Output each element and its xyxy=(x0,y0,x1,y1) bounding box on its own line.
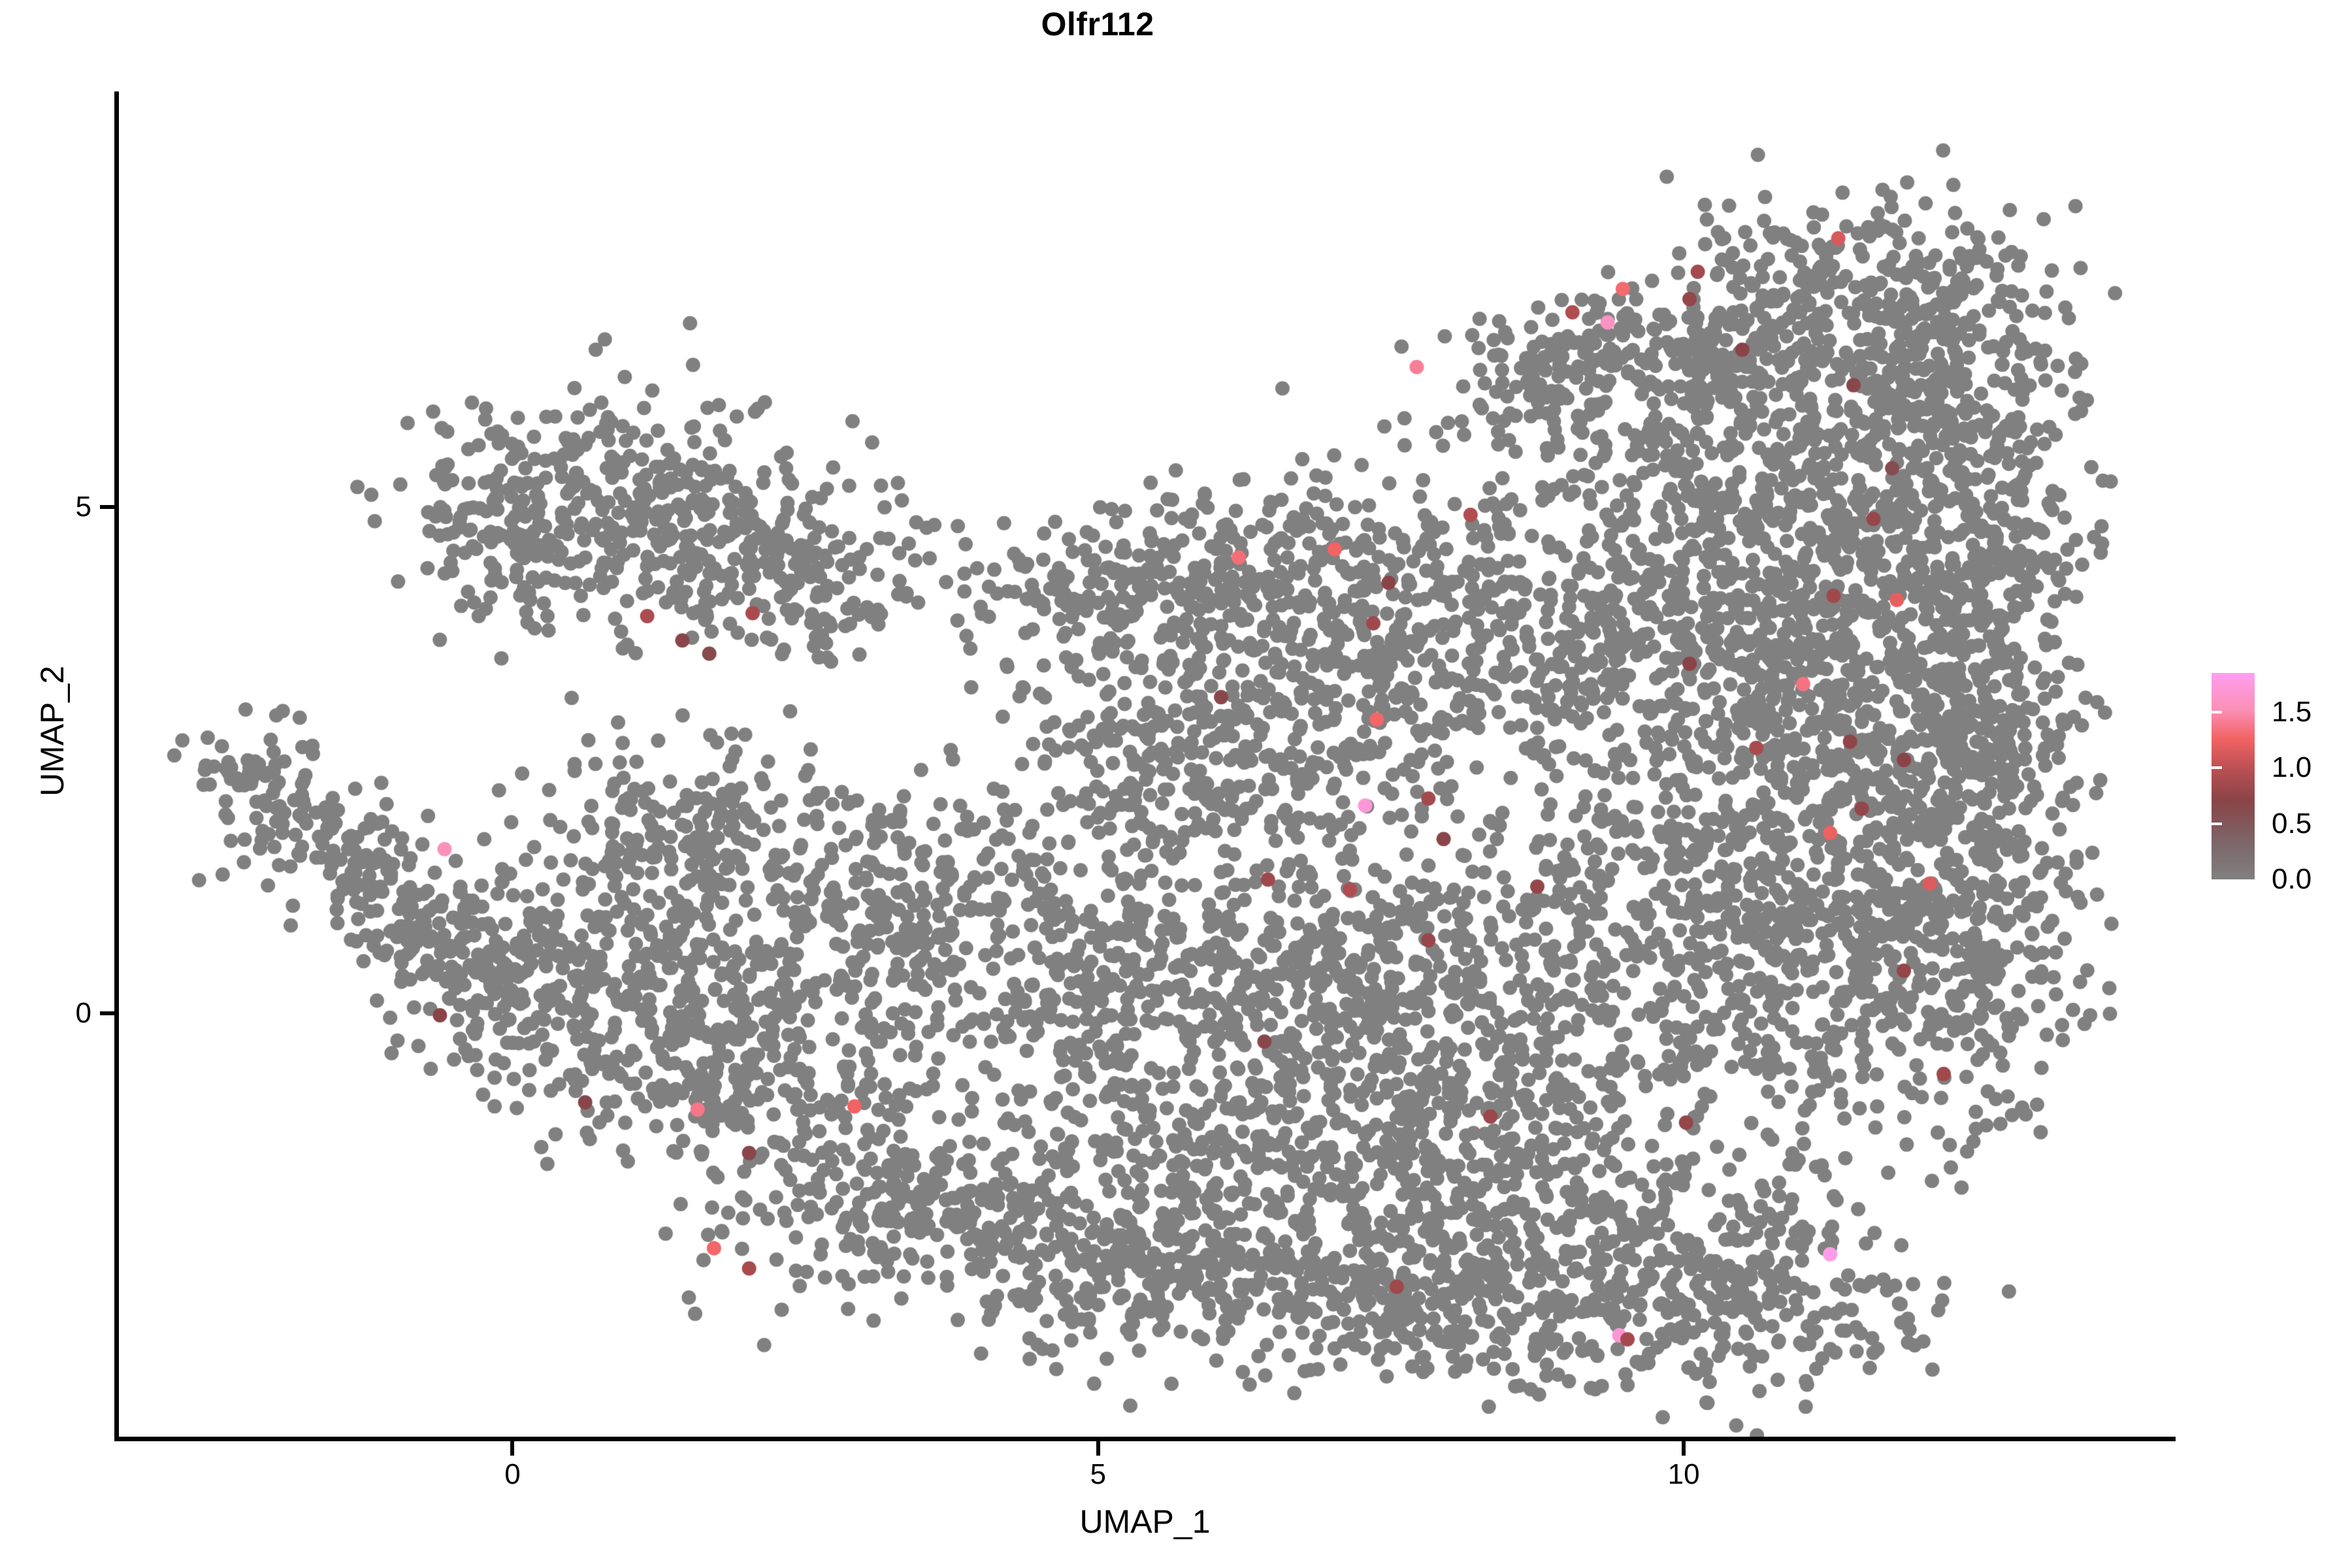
y-tick-mark xyxy=(100,1011,114,1015)
colorbar-tick-mark xyxy=(2212,710,2222,713)
colorbar-tick-label: 1.0 xyxy=(2272,751,2312,784)
x-tick-mark xyxy=(1682,1441,1686,1456)
plot-panel xyxy=(114,91,2176,1439)
x-tick-label: 5 xyxy=(1090,1458,1107,1490)
colorbar-tick-mark xyxy=(2201,822,2212,825)
x-tick-label: 10 xyxy=(1667,1458,1700,1490)
colorbar-tick-label: 0.5 xyxy=(2272,807,2312,840)
y-tick-label: 5 xyxy=(75,490,91,523)
colorbar-tick-mark xyxy=(2201,766,2212,770)
scatter-points-layer xyxy=(114,91,2176,1439)
x-axis-line xyxy=(114,1437,2176,1441)
x-tick-label: 0 xyxy=(504,1458,521,1490)
colorbar-tick-mark xyxy=(2212,766,2222,770)
colorbar-gradient xyxy=(2212,673,2255,879)
x-tick-mark xyxy=(1096,1441,1100,1456)
y-axis-line xyxy=(114,91,119,1441)
colorbar-tick-label: 1.5 xyxy=(2272,695,2312,728)
colorbar-tick-mark xyxy=(2212,822,2222,825)
y-tick-mark xyxy=(100,504,114,509)
y-tick-label: 0 xyxy=(75,996,91,1029)
y-axis-title: UMAP_2 xyxy=(34,665,71,797)
x-tick-mark xyxy=(510,1441,515,1456)
colorbar-tick-label: 0.0 xyxy=(2272,863,2312,895)
x-axis-title: UMAP_1 xyxy=(1079,1503,1211,1540)
colorbar-tick-mark xyxy=(2201,710,2212,713)
page-title: Olfr112 xyxy=(1041,6,1154,42)
